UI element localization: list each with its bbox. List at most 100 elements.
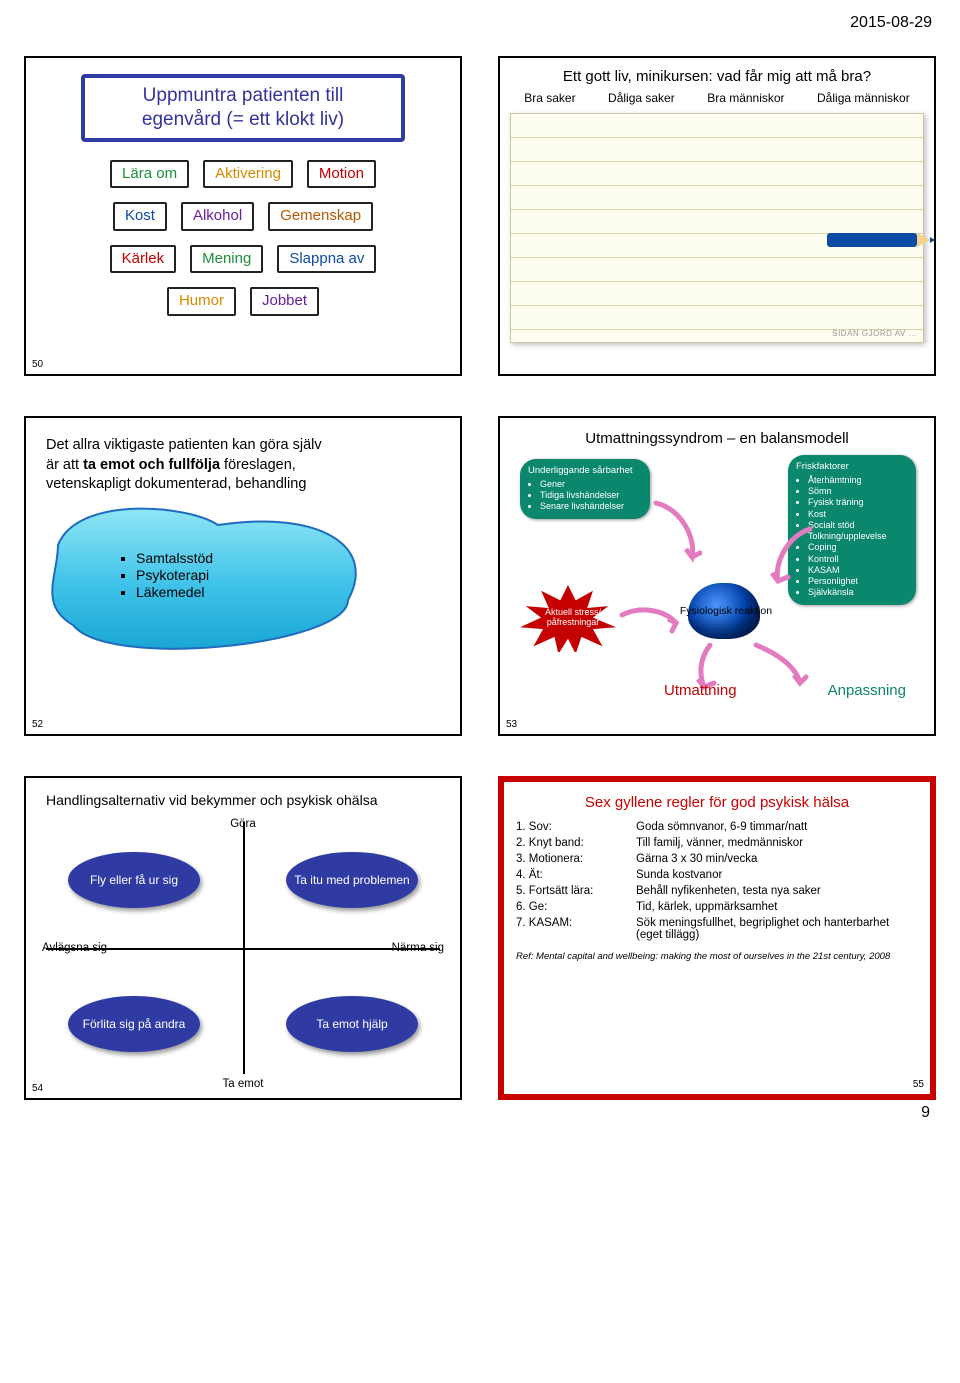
arrow-icon — [652, 499, 702, 569]
rule-value: Behåll nyfikenheten, testa nya saker — [636, 885, 918, 897]
slide1-tag-rows: Lära om Aktivering Motion Kost Alkohol Gemens… — [40, 160, 446, 316]
tag-humor: Humor — [167, 287, 236, 316]
slide3-text: Det allra viktigaste patienten kan göra … — [46, 436, 440, 495]
page-date: 2015-08-29 — [850, 14, 932, 32]
slide4-num: 53 — [506, 719, 517, 730]
vuln-item: Gener — [540, 479, 642, 490]
col-header: Dåliga saker — [608, 91, 675, 105]
rule-value: Goda sömnvanor, 6-9 timmar/natt — [636, 821, 918, 833]
slide-uppmuntra: Uppmuntra patienten till egenvård (= ett… — [24, 56, 462, 376]
tag-motion: Motion — [307, 160, 376, 189]
rule-key: 6. Ge: — [516, 901, 636, 913]
s3l2b: ta emot och fullfölja — [83, 457, 220, 473]
slide6-ref: Ref: Mental capital and wellbeing: makin… — [516, 951, 918, 962]
treatment-item: Samtalsstöd — [136, 550, 213, 566]
slide2-columns: Bra saker Dåliga saker Bra människor Dåliga… — [500, 89, 934, 109]
rule-row: 1. Sov:Goda sömnvanor, 6-9 timmar/natt — [516, 821, 918, 833]
handout-page: 2015-08-29 Uppmuntra patienten till egen… — [0, 0, 960, 1130]
frisk-item: Kontroll — [808, 554, 908, 565]
frisk-item: Sömn — [808, 486, 908, 497]
frisk-item: Återhämtning — [808, 475, 908, 486]
axis-left-label: Avlägsna sig — [42, 942, 107, 954]
tag-row: Lära om Aktivering Motion — [110, 160, 376, 189]
tag-gemenskap: Gemenskap — [268, 202, 373, 231]
slide-minikursen: Ett gott liv, minikursen: vad får mig at… — [498, 56, 936, 376]
vuln-list: GenerTidiga livshändelserSenare livshänd… — [528, 479, 642, 513]
col-header: Bra människor — [707, 91, 784, 105]
frisk-item: Coping — [808, 542, 908, 553]
rule-key: 5. Fortsätt lära: — [516, 885, 636, 897]
frisk-item: Självkänsla — [808, 587, 908, 598]
rule-row: 3. Motionera:Gärna 3 x 30 min/vecka — [516, 853, 918, 865]
frisk-item: KASAM — [808, 565, 908, 576]
rule-row: 4. Ät:Sunda kostvanor — [516, 869, 918, 881]
slide6-title: Sex gyllene regler för god psykisk hälsa — [516, 794, 918, 811]
arrow-icon — [618, 605, 688, 641]
oval-ta-emot: Ta emot hjälp — [286, 996, 418, 1052]
rule-value: Gärna 3 x 30 min/vecka — [636, 853, 918, 865]
axis-right-label: Närma sig — [392, 942, 444, 954]
oval-forlita: Förlita sig på andra — [68, 996, 200, 1052]
frisk-head: Friskfaktorer — [796, 461, 908, 473]
rules-list: 1. Sov:Goda sömnvanor, 6-9 timmar/natt2.… — [516, 821, 918, 941]
axis-top-label: Göra — [230, 818, 256, 830]
tag-alkohol: Alkohol — [181, 202, 254, 231]
s3l2c: föreslagen, — [220, 457, 296, 473]
slide6-num: 55 — [913, 1079, 924, 1090]
tag-slappna-av: Slappna av — [277, 245, 376, 274]
rule-key: 4. Ät: — [516, 869, 636, 881]
slide3-num: 52 — [32, 719, 43, 730]
rule-value: Tid, kärlek, uppmärksamhet — [636, 901, 918, 913]
frisk-item: Personlighet — [808, 576, 908, 587]
slide-balansmodell: Utmattningssyndrom – en balansmodell Und… — [498, 416, 936, 736]
rule-key: 1. Sov: — [516, 821, 636, 833]
axis-bottom-label: Ta emot — [223, 1078, 264, 1090]
blob: SamtalsstödPsykoterapiLäkemedel — [48, 505, 368, 655]
rule-row: 5. Fortsätt lära:Behåll nyfikenheten, te… — [516, 885, 918, 897]
slide-grid: Uppmuntra patienten till egenvård (= ett… — [24, 56, 936, 1100]
slide2-title: Ett gott liv, minikursen: vad får mig at… — [500, 58, 934, 89]
tag-lära-om: Lära om — [110, 160, 189, 189]
slide3-list: SamtalsstödPsykoterapiLäkemedel — [118, 549, 213, 601]
vuln-item: Tidiga livshändelser — [540, 490, 642, 501]
tag-kärlek: Kärlek — [110, 245, 177, 274]
vuln-item: Senare livshändelser — [540, 501, 642, 512]
notepad-caption: SIDAN GJORD AV … — [832, 329, 917, 338]
slide4-title: Utmattningssyndrom – en balansmodell — [514, 430, 920, 447]
frisk-item: Socialt stöd — [808, 520, 908, 531]
tag-aktivering: Aktivering — [203, 160, 293, 189]
slide-viktigaste: Det allra viktigaste patienten kan göra … — [24, 416, 462, 736]
tag-row: Humor Jobbet — [167, 287, 319, 316]
treatment-item: Psykoterapi — [136, 567, 213, 583]
tag-kost: Kost — [113, 202, 167, 231]
col-header: Bra saker — [524, 91, 575, 105]
notepad: SIDAN GJORD AV … — [510, 113, 924, 343]
frisk-item: Kost — [808, 509, 908, 520]
burst-stress: Aktuell stress/ påfrestningar — [520, 585, 616, 655]
treatment-item: Läkemedel — [136, 584, 213, 600]
rule-key: 2. Knyt band: — [516, 837, 636, 849]
slide5-title: Handlingsalternativ vid bekymmer och psy… — [46, 792, 440, 808]
col-header: Dåliga människor — [817, 91, 910, 105]
oval-ta-itu: Ta itu med problemen — [286, 852, 418, 908]
vuln-head: Underliggande sårbarhet — [528, 465, 642, 477]
slide1-title: Uppmuntra patienten till egenvård (= ett… — [81, 74, 406, 142]
rule-value: Sök meningsfullhet, begriplighet och han… — [636, 917, 918, 941]
slide5-num: 54 — [32, 1083, 43, 1094]
burst-label: Aktuell stress/ påfrestningar — [538, 607, 608, 628]
outcome-utmattning: Utmattning — [664, 682, 737, 699]
s3l1: Det allra viktigaste patienten kan göra … — [46, 437, 322, 453]
rule-key: 3. Motionera: — [516, 853, 636, 865]
slide4-body: Underliggande sårbarhet GenerTidiga livs… — [514, 455, 920, 705]
rule-row: 6. Ge:Tid, kärlek, uppmärksamhet — [516, 901, 918, 913]
rule-key: 7. KASAM: — [516, 917, 636, 941]
slide-sex-regler: Sex gyllene regler för god psykisk hälsa… — [498, 776, 936, 1100]
frisk-item: Tolkning/upplevelse — [808, 531, 908, 542]
rule-row: 2. Knyt band:Till familj, vänner, medmän… — [516, 837, 918, 849]
outcome-anpassning: Anpassning — [828, 682, 906, 699]
arrow-icon — [766, 525, 816, 595]
crayon-icon — [827, 233, 917, 247]
quadrant-diagram: Göra Ta emot Avlägsna sig Närma sig Fly … — [46, 822, 440, 1074]
arrow-icon — [750, 641, 810, 691]
tag-jobbet: Jobbet — [250, 287, 319, 316]
